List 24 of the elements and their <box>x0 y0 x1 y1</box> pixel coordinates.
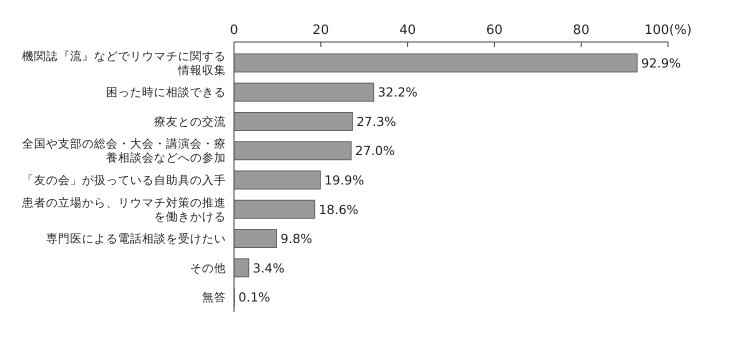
x-tick-label: 40 <box>399 23 416 38</box>
y-tick-label: 無答 <box>202 290 226 304</box>
x-tick-label: 20 <box>312 23 330 38</box>
data-label: 9.8% <box>280 231 312 246</box>
x-tick-label: 80 <box>572 23 590 38</box>
y-tick-label: 全国や支部の総会・大会・講演会・療養相談会などへの参加 <box>22 136 226 165</box>
data-label: 3.4% <box>252 260 285 276</box>
y-tick-label: 療友との交流 <box>154 114 226 128</box>
y-tick-label: その他 <box>190 260 226 275</box>
x-tick-label: 60 <box>486 23 503 38</box>
data-label: 92.9% <box>641 55 682 70</box>
y-tick-label: 「友の会」が扱っている自助具の入手 <box>22 173 226 187</box>
data-label: 19.9% <box>324 172 364 188</box>
data-label: 27.0% <box>355 143 396 158</box>
data-label: 0.1% <box>238 290 270 305</box>
y-tick-label: 患者の立場から、リウマチ対策の推進を働きかける <box>21 195 226 224</box>
y-tick-label: 機関誌『流』などでリウマチに関する情報収集 <box>22 48 226 77</box>
x-tick-label: 0 <box>230 23 238 38</box>
x-tick-label: 100(%) <box>644 23 692 38</box>
data-label: 32.2% <box>378 84 418 100</box>
data-label: 27.3% <box>356 114 396 129</box>
y-tick-label: 困った時に相談できる <box>106 85 226 100</box>
y-tick-label: 専門医による電話相談を受けたい <box>46 232 226 246</box>
data-label: 18.6% <box>318 202 359 217</box>
